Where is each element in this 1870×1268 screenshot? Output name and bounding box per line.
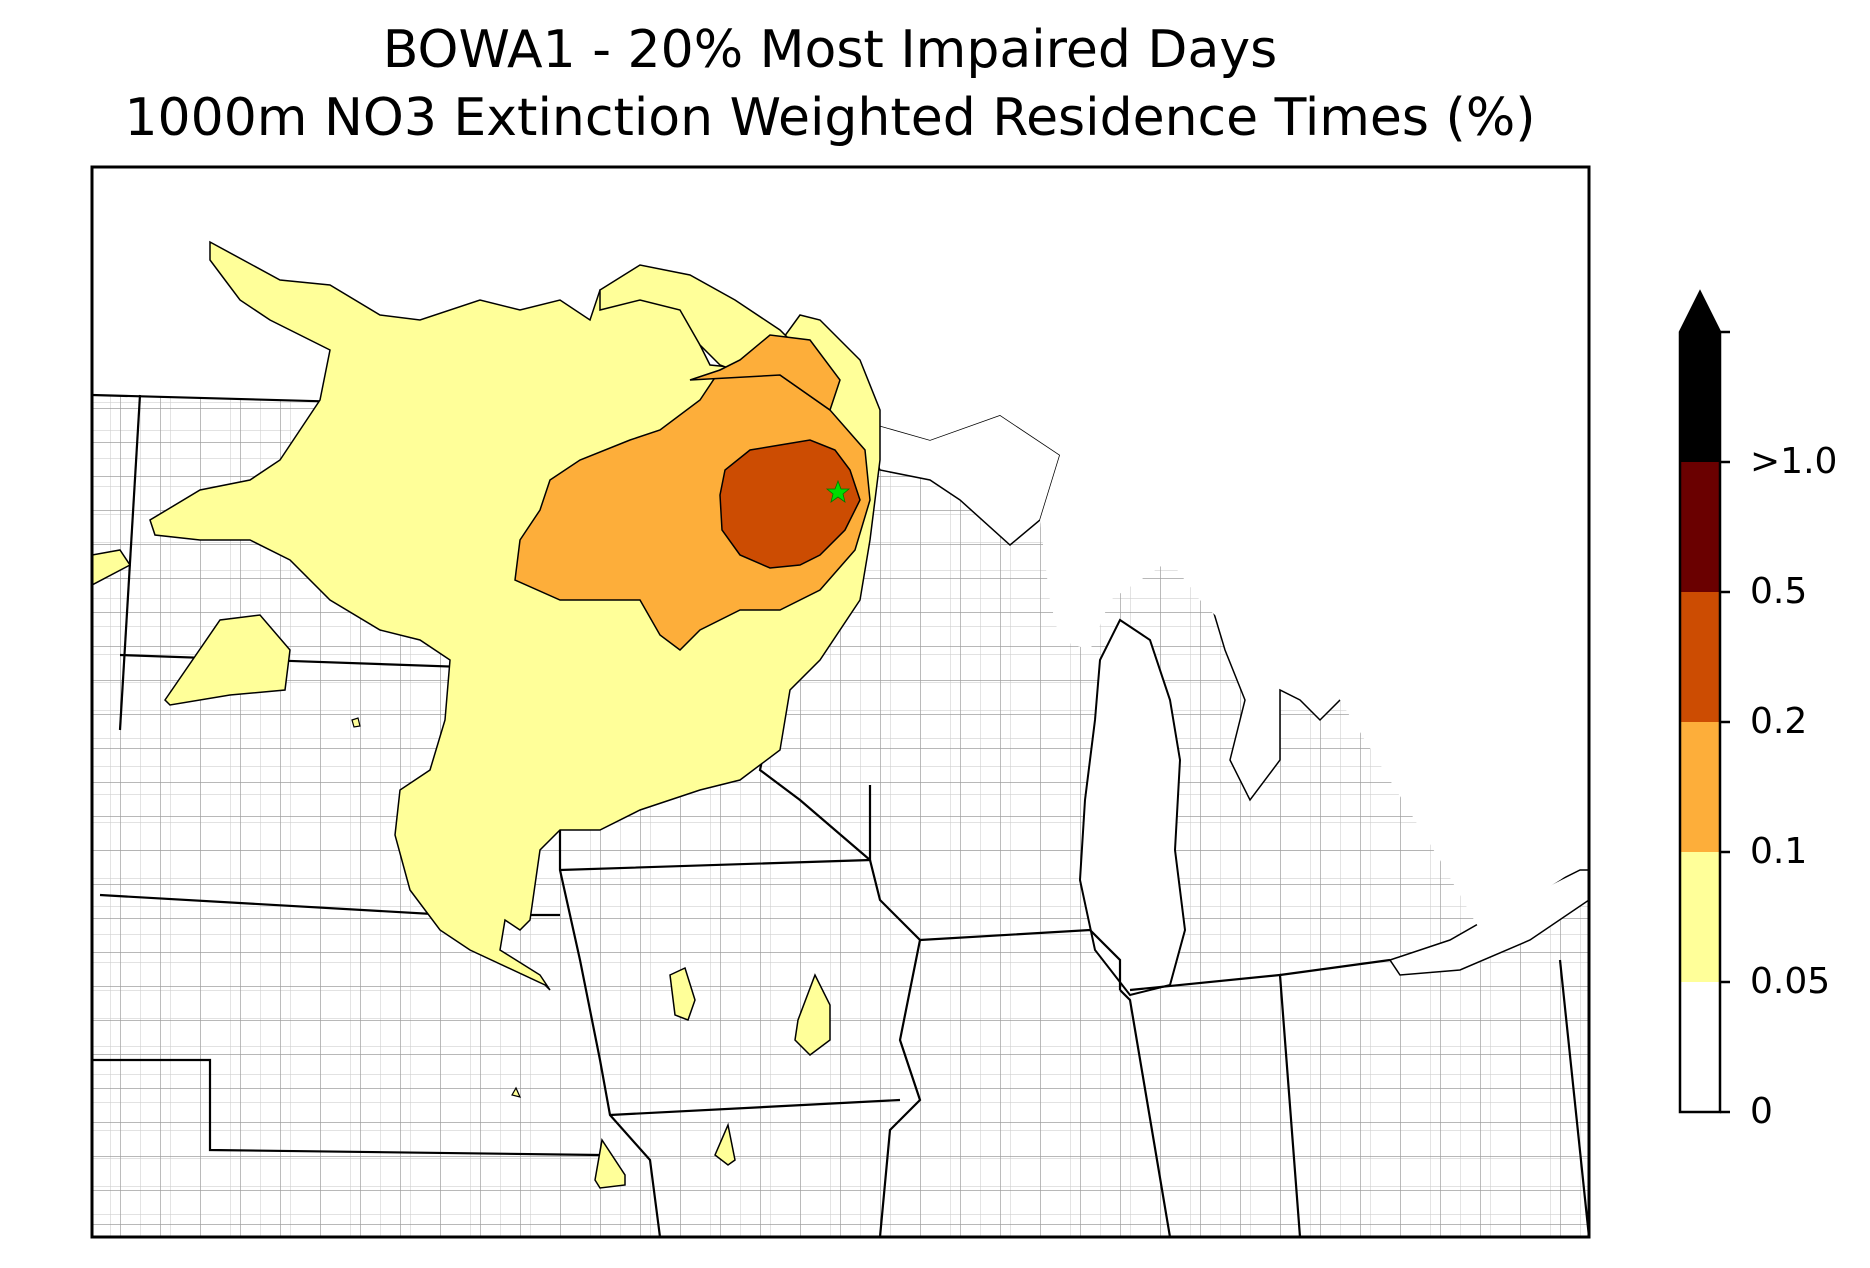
contour-0.05-small-8 — [594, 1138, 626, 1189]
contour-0.05-small-5 — [794, 973, 831, 1056]
colorbar-label-0.05: 0.05 — [1750, 961, 1831, 1002]
colorbar — [1678, 289, 1730, 1114]
contour-0.05-small-1 — [92, 549, 132, 586]
contour-0.1 — [514, 359, 871, 651]
receptor-star-icon — [825, 479, 851, 503]
map-title-line2: 1000m NO3 Extinction Weighted Residence … — [124, 88, 1536, 148]
colorbar-segment-0.05-0.1 — [1680, 852, 1720, 982]
contour-0.05-small-3 — [351, 717, 361, 728]
colorbar-extend-arrow — [1680, 292, 1720, 332]
colorbar-label-0.2: 0.2 — [1750, 701, 1808, 742]
colorbar-segment-0.2-0.5 — [1680, 592, 1720, 722]
colorbar-segment-0.1-0.2 — [1680, 722, 1720, 852]
colorbar-label-0.5: 0.5 — [1750, 571, 1808, 612]
contour-0.1-north — [689, 334, 841, 412]
colorbar-segment-0.5-1.0 — [1680, 462, 1720, 592]
lake-michigan — [1078, 618, 1187, 997]
contour-0.05-small-4 — [669, 966, 696, 1021]
colorbar-segment-0-0.05 — [1680, 982, 1720, 1112]
map-frame — [90, 165, 1591, 1239]
contour-0.05-small-7 — [714, 1122, 736, 1166]
colorbar-label-0: 0 — [1750, 1091, 1773, 1132]
contour-0.2 — [719, 439, 861, 569]
contour-0.05-small-2 — [164, 614, 291, 706]
colorbar-label-over-1.0: >1.0 — [1750, 441, 1838, 482]
map-area — [92, 167, 1589, 1237]
colorbar-segment-over-1.0 — [1680, 332, 1720, 462]
contour-0.05-small-6 — [511, 1086, 522, 1098]
colorbar-label-0.1: 0.1 — [1750, 831, 1808, 872]
map-title-line1: BOWA1 - 20% Most Impaired Days — [382, 20, 1278, 80]
